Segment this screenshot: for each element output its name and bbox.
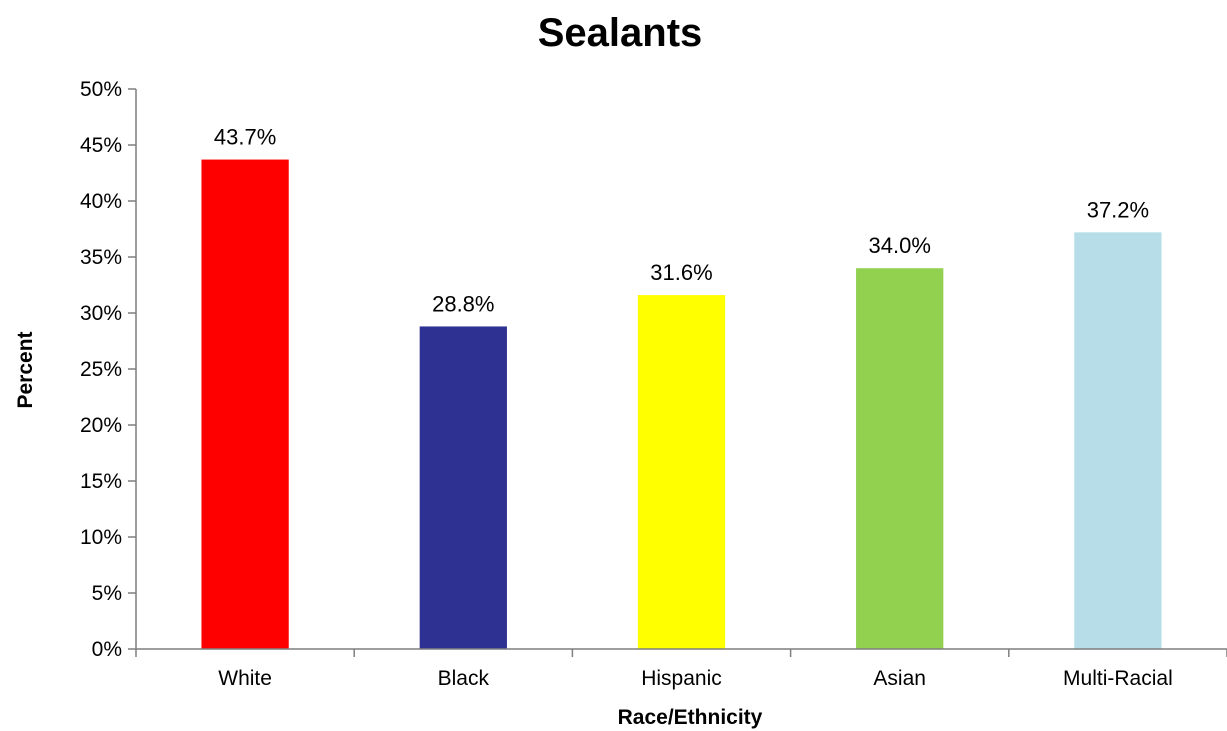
- y-tick-label: 25%: [80, 358, 122, 381]
- bar-white: [201, 159, 289, 649]
- x-axis-labels: White Black Hispanic Asian Multi-Racial: [135, 649, 1227, 690]
- x-axis-title: Race/Ethnicity: [618, 706, 763, 729]
- y-axis-title: Percent: [14, 331, 37, 408]
- y-tick-label: 0%: [92, 638, 122, 661]
- y-tick-label: 30%: [80, 302, 122, 325]
- data-label: 34.0%: [869, 233, 931, 258]
- y-tick-label: 50%: [80, 78, 122, 101]
- y-tick-label: 20%: [80, 414, 122, 437]
- data-label: 43.7%: [214, 125, 276, 150]
- data-label: 28.8%: [432, 291, 494, 316]
- y-tick-label: 5%: [92, 582, 122, 605]
- y-tick-label: 45%: [80, 134, 122, 157]
- chart-title: Sealants: [538, 11, 703, 55]
- data-label: 37.2%: [1087, 197, 1149, 222]
- bars: [201, 159, 1162, 650]
- bar-asian: [856, 268, 944, 649]
- y-tick-label: 40%: [80, 190, 122, 213]
- bar-black: [419, 326, 507, 649]
- x-tick-label: Black: [438, 667, 490, 690]
- y-tick-label: 35%: [80, 246, 122, 269]
- x-tick-label: Asian: [873, 667, 926, 690]
- bar-hispanic: [637, 295, 726, 649]
- y-tick-label: 15%: [80, 470, 122, 493]
- y-tick-label: 10%: [80, 526, 122, 549]
- x-tick-label: White: [218, 667, 272, 690]
- x-tick-label: Hispanic: [641, 667, 722, 690]
- bar-multi-racial: [1074, 232, 1162, 650]
- y-axis-ticks: 0% 5% 10% 15% 20% 25% 30% 35% 40% 45% 50%: [80, 78, 136, 661]
- data-labels: 43.7% 28.8% 31.6% 34.0% 37.2%: [214, 125, 1149, 317]
- x-tick-label: Multi-Racial: [1063, 667, 1173, 690]
- data-label: 31.6%: [650, 260, 712, 285]
